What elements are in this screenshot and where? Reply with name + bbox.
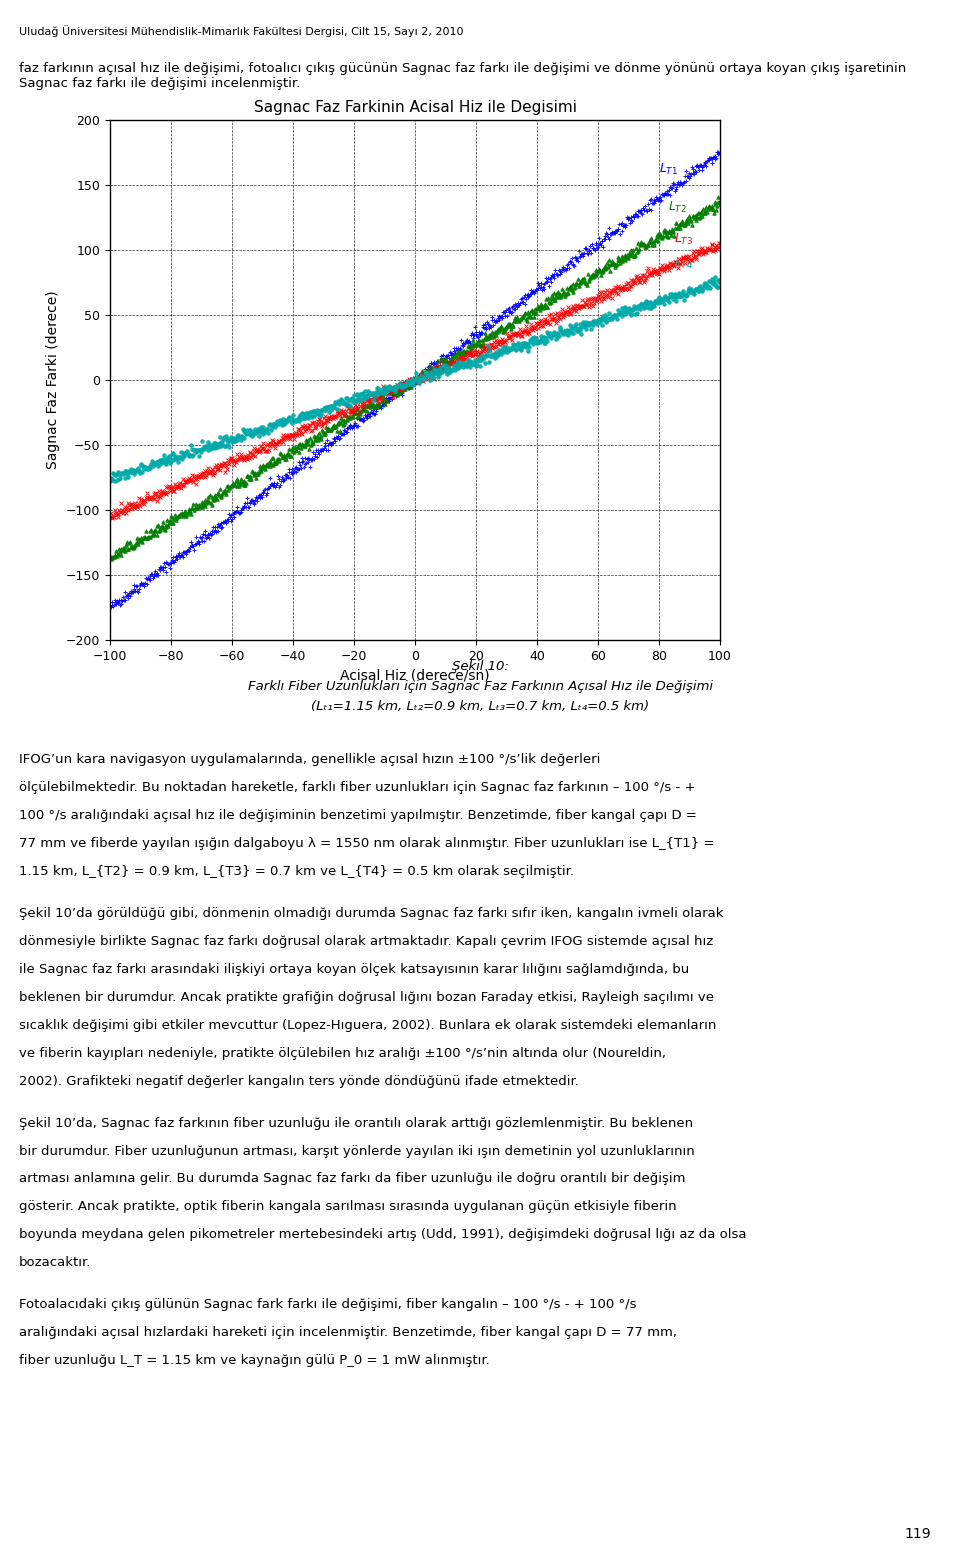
Text: faz farkının açısal hız ile değişimi, fotoalıcı çıkış gücünün Sagnac faz farkı i: faz farkının açısal hız ile değişimi, fo… — [19, 62, 906, 90]
Y-axis label: Sagnac Faz Farki (derece): Sagnac Faz Farki (derece) — [46, 290, 60, 469]
Text: Farklı Fiber Uzunlukları için Sagnac Faz Farkının Açısal Hız ile Değişimi: Farklı Fiber Uzunlukları için Sagnac Faz… — [248, 680, 712, 693]
Text: sıcaklık değişimi gibi etkiler mevcuttur (Lopez-Hıguera, 2002). Bunlara ek olara: sıcaklık değişimi gibi etkiler mevcuttur… — [19, 1019, 716, 1031]
Text: ile Sagnac faz farkı arasındaki ilişkiyi ortaya koyan ölçek katsayısının karar l: ile Sagnac faz farkı arasındaki ilişkiyi… — [19, 963, 689, 975]
Text: ve fiberin kayıpları nedeniyle, pratikte ölçülebilen hız aralığı ±100 °/s’nin al: ve fiberin kayıpları nedeniyle, pratikte… — [19, 1047, 666, 1059]
Text: bir durumdur. Fiber uzunluğunun artması, karşıt yönlerde yayılan iki ışın demeti: bir durumdur. Fiber uzunluğunun artması,… — [19, 1145, 695, 1157]
Text: Şekil 10’da, Sagnac faz farkının fiber uzunluğu ile orantılı olarak arttığı gözl: Şekil 10’da, Sagnac faz farkının fiber u… — [19, 1117, 693, 1129]
Text: $L_{T3}$: $L_{T3}$ — [674, 231, 693, 247]
Text: Uludağ Üniversitesi Mühendislik-Mimarlık Fakültesi Dergisi, Cilt 15, Sayı 2, 201: Uludağ Üniversitesi Mühendislik-Mimarlık… — [19, 25, 464, 37]
Text: IFOG’un kara navigasyon uygulamalarında, genellikle açısal hızın ±100 °/s’lik de: IFOG’un kara navigasyon uygulamalarında,… — [19, 753, 601, 766]
Text: Fotoalacıdaki çıkış gülünün Sagnac fark farkı ile değişimi, fiber kangalın – 100: Fotoalacıdaki çıkış gülünün Sagnac fark … — [19, 1298, 636, 1311]
Text: 100 °/s aralığındaki açısal hız ile değişiminin benzetimi yapılmıştır. Benzetimd: 100 °/s aralığındaki açısal hız ile deği… — [19, 809, 697, 822]
Text: $L_{T4}$: $L_{T4}$ — [674, 255, 693, 270]
Text: gösterir. Ancak pratikte, optik fiberin kangala sarılması sırasında uygulanan gü: gösterir. Ancak pratikte, optik fiberin … — [19, 1200, 677, 1213]
Text: bozacaktır.: bozacaktır. — [19, 1256, 91, 1269]
Text: 2002). Grafikteki negatif değerler kangalın ters yönde döndüğünü ifade etmektedi: 2002). Grafikteki negatif değerler kanga… — [19, 1075, 579, 1087]
Text: aralığındaki açısal hızlardaki hareketi için incelenmiştir. Benzetimde, fiber ka: aralığındaki açısal hızlardaki hareketi … — [19, 1326, 677, 1339]
Text: beklenen bir durumdur. Ancak pratikte grafiğin doğrusal lığını bozan Faraday etk: beklenen bir durumdur. Ancak pratikte gr… — [19, 991, 714, 1003]
Text: boyunda meydana gelen pikometreler mertebesindeki artış (Udd, 1991), değişimdeki: boyunda meydana gelen pikometreler merte… — [19, 1228, 747, 1241]
Text: 1.15 km, L_{T2} = 0.9 km, L_{T3} = 0.7 km ve L_{T4} = 0.5 km olarak seçilmiştir.: 1.15 km, L_{T2} = 0.9 km, L_{T3} = 0.7 k… — [19, 865, 574, 877]
Text: (Lₜ₁=1.15 km, Lₜ₂=0.9 km, Lₜ₃=0.7 km, Lₜ₄=0.5 km): (Lₜ₁=1.15 km, Lₜ₂=0.9 km, Lₜ₃=0.7 km, Lₜ… — [311, 700, 649, 713]
Text: dönmesiyle birlikte Sagnac faz farkı doğrusal olarak artmaktadır. Kapalı çevrim : dönmesiyle birlikte Sagnac faz farkı doğ… — [19, 935, 713, 947]
Text: $L_{T2}$: $L_{T2}$ — [668, 199, 687, 214]
Text: Şekil 10:: Şekil 10: — [451, 660, 509, 672]
Text: Şekil 10’da görüldüğü gibi, dönmenin olmadığı durumda Sagnac faz farkı sıfır ike: Şekil 10’da görüldüğü gibi, dönmenin olm… — [19, 907, 724, 919]
Text: fiber uzunluğu L_T = 1.15 km ve kaynağın gülü P_0 = 1 mW alınmıştır.: fiber uzunluğu L_T = 1.15 km ve kaynağın… — [19, 1354, 490, 1367]
X-axis label: Acisal Hiz (derece/sn): Acisal Hiz (derece/sn) — [340, 668, 490, 682]
Text: $L_{T1}$: $L_{T1}$ — [659, 162, 678, 177]
Text: artması anlamına gelir. Bu durumda Sagnac faz farkı da fiber uzunluğu ile doğru : artması anlamına gelir. Bu durumda Sagna… — [19, 1173, 685, 1185]
Text: 119: 119 — [904, 1527, 931, 1541]
Title: Sagnac Faz Farkinin Acisal Hiz ile Degisimi: Sagnac Faz Farkinin Acisal Hiz ile Degis… — [253, 99, 577, 115]
Text: 77 mm ve fiberde yayılan ışığın dalgaboyu λ = 1550 nm olarak alınmıştır. Fiber u: 77 mm ve fiberde yayılan ışığın dalgaboy… — [19, 837, 714, 849]
Text: ölçülebilmektedir. Bu noktadan hareketle, farklı fiber uzunlukları için Sagnac f: ölçülebilmektedir. Bu noktadan hareketle… — [19, 781, 696, 794]
